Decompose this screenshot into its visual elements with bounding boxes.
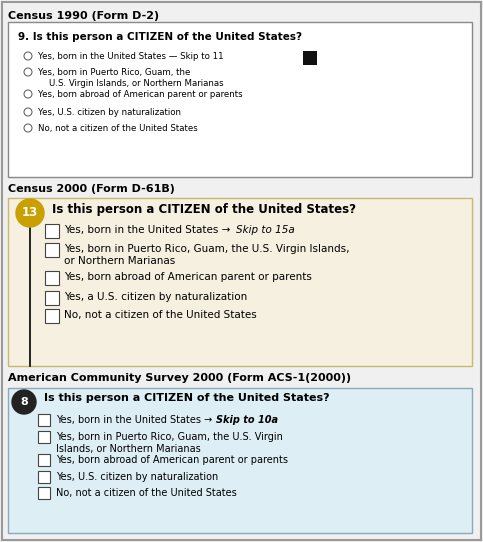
Text: Yes, born in Puerto Rico, Guam, the
    U.S. Virgin Islands, or Northern Mariana: Yes, born in Puerto Rico, Guam, the U.S.… [38, 68, 224, 88]
Bar [8, 22, 472, 177]
Text: Yes, born in the United States — Skip to 11: Yes, born in the United States — Skip to… [38, 52, 224, 61]
Text: No, not a citizen of the United States: No, not a citizen of the United States [56, 488, 237, 498]
Text: Skip to 15a: Skip to 15a [236, 225, 295, 235]
Text: Yes, born abroad of American parent or parents: Yes, born abroad of American parent or p… [64, 272, 312, 282]
Circle shape [24, 52, 32, 60]
Text: No, not a citizen of the United States: No, not a citizen of the United States [64, 310, 257, 320]
Circle shape [16, 199, 44, 227]
Bar [38, 454, 50, 466]
Bar [38, 487, 50, 499]
Bar [38, 431, 50, 443]
Circle shape [24, 108, 32, 116]
Bar [45, 243, 59, 257]
Text: American Community Survey 2000 (Form ACS-1(2000)): American Community Survey 2000 (Form ACS… [8, 373, 351, 383]
Text: Skip to 10a: Skip to 10a [216, 415, 278, 425]
Text: Yes, born in Puerto Rico, Guam, the U.S. Virgin Islands,
or Northern Marianas: Yes, born in Puerto Rico, Guam, the U.S.… [64, 244, 350, 267]
Text: Census 2000 (Form D-61B): Census 2000 (Form D-61B) [8, 184, 175, 194]
Circle shape [24, 68, 32, 76]
Text: 13: 13 [22, 207, 38, 220]
Text: Yes, born abroad of American parent or parents: Yes, born abroad of American parent or p… [56, 455, 288, 465]
Text: Yes, U.S. citizen by naturalization: Yes, U.S. citizen by naturalization [38, 108, 181, 117]
Text: 9. Is this person a CITIZEN of the United States?: 9. Is this person a CITIZEN of the Unite… [18, 32, 302, 42]
Text: Yes, born in the United States →: Yes, born in the United States → [56, 415, 215, 425]
Bar [8, 388, 472, 533]
Bar [45, 224, 59, 238]
Bar [38, 414, 50, 426]
Text: Census 1990 (Form D-2): Census 1990 (Form D-2) [8, 11, 159, 21]
Text: No, not a citizen of the United States: No, not a citizen of the United States [38, 124, 198, 133]
Text: Is this person a CITIZEN of the United States?: Is this person a CITIZEN of the United S… [52, 203, 356, 216]
Circle shape [12, 390, 36, 414]
Circle shape [24, 124, 32, 132]
Text: Yes, a U.S. citizen by naturalization: Yes, a U.S. citizen by naturalization [64, 292, 247, 302]
Bar [8, 198, 472, 366]
Text: Yes, born in Puerto Rico, Guam, the U.S. Virgin
Islands, or Northern Marianas: Yes, born in Puerto Rico, Guam, the U.S.… [56, 432, 283, 454]
Bar [45, 291, 59, 305]
Bar [45, 309, 59, 323]
Bar [45, 271, 59, 285]
Text: Yes, born abroad of American parent or parents: Yes, born abroad of American parent or p… [38, 90, 242, 99]
Circle shape [24, 90, 32, 98]
Text: Is this person a CITIZEN of the United States?: Is this person a CITIZEN of the United S… [44, 393, 329, 403]
Text: Yes, U.S. citizen by naturalization: Yes, U.S. citizen by naturalization [56, 472, 218, 482]
Text: Yes, born in the United States →: Yes, born in the United States → [64, 225, 234, 235]
Bar [303, 51, 317, 65]
Text: 8: 8 [20, 397, 28, 407]
Bar [38, 471, 50, 483]
